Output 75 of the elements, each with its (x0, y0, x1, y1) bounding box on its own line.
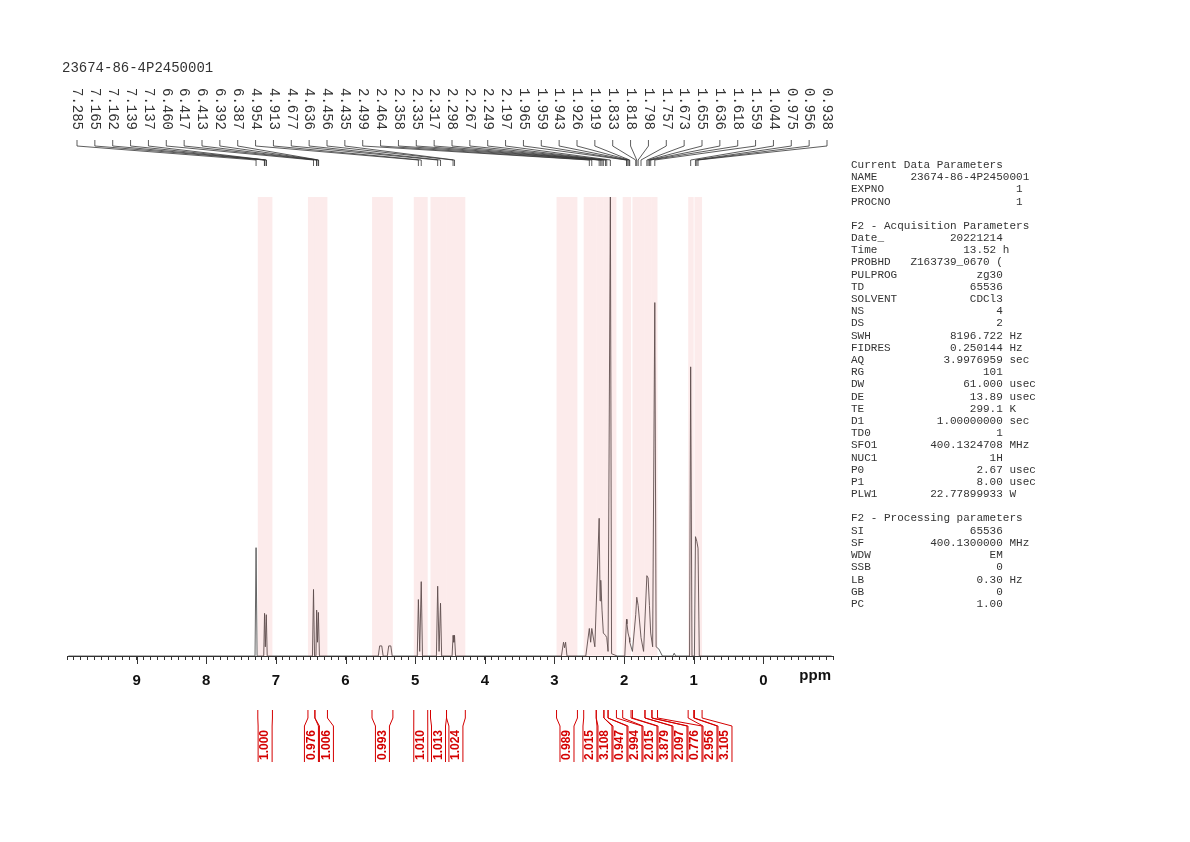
annotation: 6.417 (176, 88, 193, 131)
annotation: 2.317 (426, 88, 443, 131)
annotation: 4.954 (247, 88, 264, 131)
band-label: 3.105 (717, 729, 732, 761)
annotation: 6.392 (212, 88, 229, 131)
annotation: 1.757 (658, 88, 675, 131)
text: Current Data Parameters NAME 23674-86-4P2450001 EXPNO 1 PROCNO 1 (851, 159, 1031, 208)
x-tick-label: 0 (759, 671, 768, 689)
x-tick-label: 9 (132, 671, 141, 689)
annotation: 4.677 (283, 88, 300, 131)
band-label: 3.879 (657, 729, 672, 761)
band-label: 2.956 (702, 729, 717, 761)
band-label: 1.013 (430, 729, 445, 761)
annotation: 1.919 (587, 88, 604, 131)
band-label: 2.097 (672, 729, 687, 761)
text: F2 - Processing parameters SI 65536 SF 400.1300000 MHz WDW EM SSB 0 LB 0.30 Hz GB 0 PC 1.00 (851, 512, 1031, 611)
annotation: 1.818 (622, 88, 639, 131)
x-tick-label: 7 (271, 671, 281, 689)
x-tick-label: 2 (619, 671, 629, 689)
band-label: 1.010 (413, 729, 428, 761)
x-tick-label: 3 (550, 671, 559, 689)
annotation: 7.139 (122, 88, 139, 131)
band-label: 2.994 (627, 729, 642, 761)
annotation: 1.618 (730, 88, 747, 131)
annotation: 2.249 (480, 88, 497, 131)
x-axis-title: ppm (799, 666, 831, 684)
annotation: 2.464 (372, 88, 389, 131)
annotation: 4.435 (337, 88, 354, 131)
band-label: 0.947 (612, 729, 627, 761)
annotation: 6.460 (158, 88, 175, 131)
annotation: 7.285 (69, 88, 86, 131)
band-label: 0.776 (687, 729, 702, 761)
annotation: 2.358 (390, 88, 407, 131)
band-label: 0.976 (303, 729, 318, 761)
annotation: 1.798 (640, 88, 657, 131)
annotation: 0.938 (819, 88, 836, 131)
band-label: 0.993 (374, 729, 389, 761)
x-tick-label: 5 (411, 671, 420, 689)
x-tick-label: 6 (341, 671, 350, 689)
band-label: 1.000 (257, 729, 272, 761)
annotation: 1.044 (765, 88, 782, 131)
annotation: 2.298 (444, 88, 461, 131)
annotation: 1.959 (533, 88, 550, 131)
chart-title: 23674-86-4P2450001 (62, 60, 214, 76)
x-tick-label: 8 (202, 671, 211, 689)
x-tick-label: 4 (480, 671, 490, 689)
annotation: 1.559 (747, 88, 764, 131)
annotation: 1.636 (712, 88, 729, 131)
annotation: 7.165 (87, 88, 104, 131)
annotation: 1.655 (694, 88, 711, 131)
annotation: 0.975 (783, 88, 800, 131)
annotation: 4.636 (301, 88, 318, 131)
annotation: 1.943 (551, 88, 568, 131)
annotation: 1.673 (676, 88, 693, 131)
annotation: 1.965 (515, 88, 532, 131)
annotation: 4.456 (319, 88, 336, 131)
x-tick-label: 1 (689, 671, 698, 689)
annotation: 7.162 (105, 88, 122, 131)
annotation: 2.335 (408, 88, 425, 131)
text: F2 - Acquisition Parameters Date_ 20221214 Time 13.52 h PROBHD Z163739_0670 ( PULPROG zg30 TD 65536 SOLVENT CDCl3 NS 4 DS 2 SWH 8196.722 Hz FIDRES 0.250144 Hz AQ 3.9976959 sec RG 101 DW 61.000 usec DE 13.89 usec TE 299.1 K D1 1.00000000 sec TD0 1 SFO1 400.1324708 MHz NUC1 1H P0 2.67 usec P1 8.00 usec PLW1 22.77899933 W (851, 219, 1036, 501)
annotation: 1.833 (605, 88, 622, 131)
band-label: 0.989 (559, 729, 574, 761)
annotation: 0.956 (801, 88, 818, 131)
annotation: 4.913 (265, 88, 282, 131)
band-label: 1.006 (318, 729, 333, 761)
annotation: 1.926 (569, 88, 586, 131)
annotation: 2.499 (355, 88, 372, 131)
band-label: 2.015 (642, 729, 657, 761)
annotation: 2.267 (462, 88, 479, 131)
annotation: 7.137 (140, 88, 157, 131)
annotation: 6.387 (230, 88, 247, 131)
band-label: 2.015 (582, 729, 597, 761)
annotation: 6.413 (194, 88, 211, 131)
band-label: 1.024 (448, 729, 463, 761)
annotation: 2.197 (497, 88, 514, 131)
